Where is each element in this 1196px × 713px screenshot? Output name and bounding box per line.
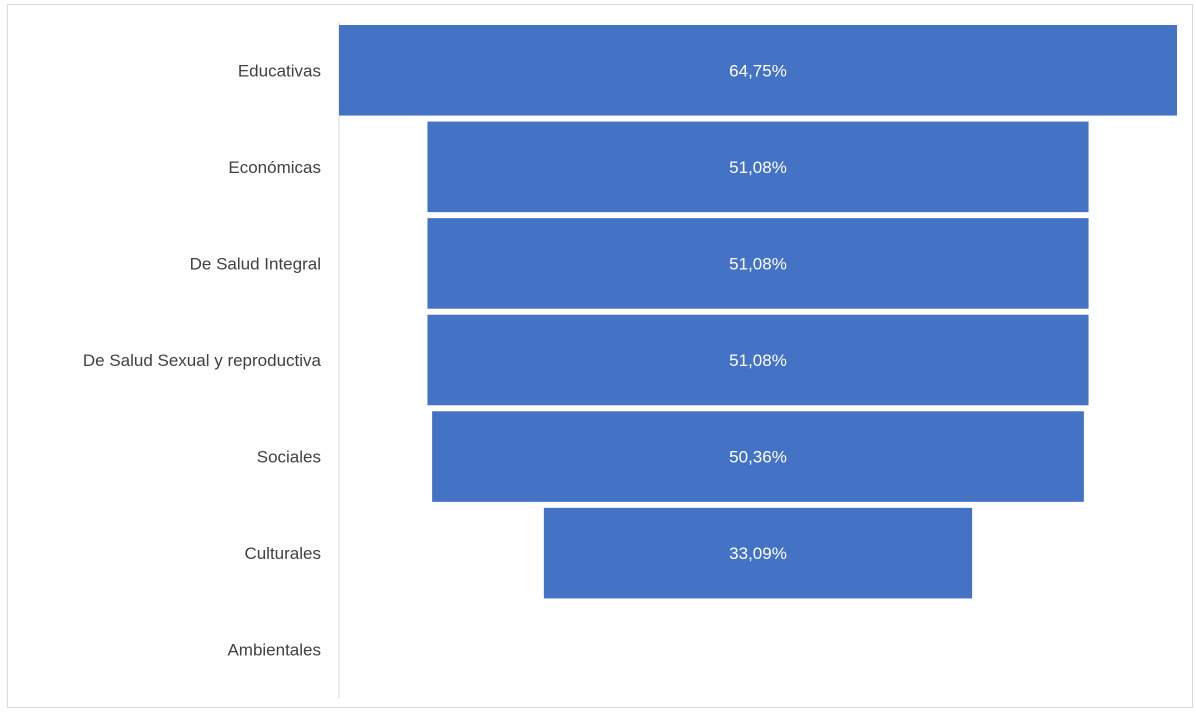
data-label: 33,09% — [729, 544, 787, 563]
funnel-bar — [427, 314, 1089, 406]
category-label: De Salud Integral — [190, 254, 321, 273]
category-label: De Salud Sexual y reproductiva — [83, 351, 322, 370]
data-labels-group: 64,75% 51,08% 51,08% 51,08% 50,36% 33,09% — [729, 61, 787, 563]
bars-group — [339, 25, 1177, 599]
category-label: Culturales — [244, 544, 321, 563]
category-labels-group: Educativas Económicas De Salud Integral De … — [83, 61, 322, 659]
funnel-bar — [427, 121, 1089, 213]
data-label: 50,36% — [729, 448, 787, 467]
funnel-bar — [427, 218, 1089, 309]
category-label: Económicas — [228, 158, 321, 177]
funnel-bar — [543, 507, 973, 599]
category-label: Educativas — [238, 61, 321, 80]
data-label: 51,08% — [729, 254, 787, 273]
data-label: 51,08% — [729, 351, 787, 370]
category-label: Ambientales — [227, 641, 321, 660]
data-label: 51,08% — [729, 158, 787, 177]
funnel-bar — [432, 411, 1084, 502]
category-label: Sociales — [257, 448, 321, 467]
data-label: 64,75% — [729, 61, 787, 80]
funnel-bar — [339, 25, 1177, 116]
